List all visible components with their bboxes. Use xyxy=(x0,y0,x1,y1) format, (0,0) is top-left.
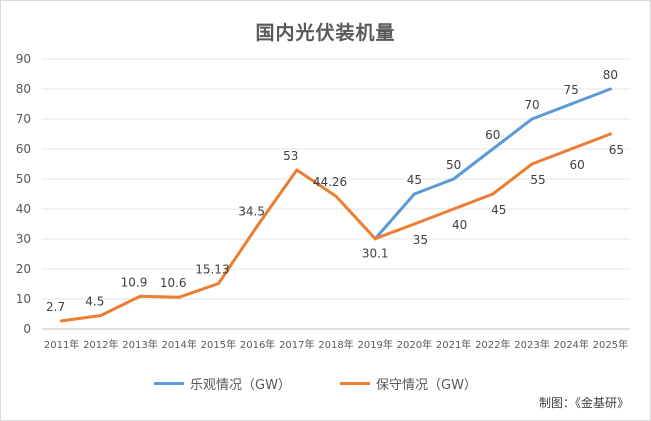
x-tick-label: 2014年 xyxy=(161,338,196,351)
data-point xyxy=(569,147,573,151)
chart-title: 国内光伏装机量 xyxy=(255,22,396,44)
data-label: 50 xyxy=(446,158,461,172)
y-tick-label: 20 xyxy=(16,262,31,276)
y-axis-ticks: 0 10 20 30 40 50 60 70 80 90 xyxy=(16,52,31,336)
data-label: 30.1 xyxy=(362,247,389,261)
legend-item-conservative: 保守情况（GW） xyxy=(340,374,477,393)
x-tick-label: 2017年 xyxy=(279,338,314,351)
y-tick-label: 60 xyxy=(16,142,31,156)
data-label: 65 xyxy=(609,143,624,157)
data-point xyxy=(256,224,260,227)
legend-item-optimistic: 乐观情况（GW） xyxy=(154,374,291,393)
y-tick-label: 50 xyxy=(16,172,31,186)
data-point xyxy=(569,102,573,106)
data-label: 60 xyxy=(570,158,585,172)
data-point xyxy=(530,162,534,166)
data-point xyxy=(491,147,495,151)
data-label: 10.9 xyxy=(121,275,148,289)
data-label: 55 xyxy=(530,173,545,187)
data-label: 4.5 xyxy=(85,295,104,309)
x-tick-label: 2022年 xyxy=(475,338,510,351)
source-credit: 制图：《金基研》 xyxy=(538,396,629,410)
x-tick-label: 2019年 xyxy=(357,338,392,351)
legend-label-optimistic: 乐观情况（GW） xyxy=(190,378,291,393)
legend-swatch-optimistic xyxy=(154,382,184,385)
data-point xyxy=(373,237,377,241)
data-label: 53 xyxy=(283,149,298,163)
data-labels: 45 50 60 70 75 80 2.7 4.5 10.9 10.6 15.13 34.5 53 44.… xyxy=(46,68,624,314)
y-tick-label: 40 xyxy=(16,202,31,216)
data-label: 80 xyxy=(603,68,618,82)
x-tick-label: 2020年 xyxy=(397,338,432,351)
data-label: 40 xyxy=(452,218,467,232)
data-point xyxy=(452,177,456,181)
x-tick-label: 2015年 xyxy=(201,338,236,351)
data-point xyxy=(412,222,416,226)
x-tick-label: 2011年 xyxy=(44,338,79,351)
series-lines xyxy=(60,87,612,323)
data-label: 75 xyxy=(564,83,579,97)
data-label: 60 xyxy=(485,128,500,142)
x-tick-label: 2025年 xyxy=(593,338,628,351)
data-label: 2.7 xyxy=(46,300,65,314)
data-label: 34.5 xyxy=(238,205,265,219)
data-point xyxy=(491,192,495,196)
data-point xyxy=(530,117,534,121)
chart-legend: 乐观情况（GW） 保守情况（GW） xyxy=(0,374,651,393)
data-label: 70 xyxy=(524,98,539,112)
x-tick-label: 2018年 xyxy=(318,338,353,351)
x-tick-label: 2023年 xyxy=(514,338,549,351)
data-point xyxy=(216,282,220,286)
x-tick-label: 2012年 xyxy=(83,338,118,351)
data-point xyxy=(334,194,338,198)
y-tick-label: 0 xyxy=(23,322,31,336)
x-tick-label: 2021年 xyxy=(436,338,471,351)
data-point xyxy=(452,207,456,211)
data-label: 45 xyxy=(491,203,506,217)
legend-label-conservative: 保守情况（GW） xyxy=(376,378,477,393)
data-label: 10.6 xyxy=(160,276,187,290)
legend-swatch-conservative xyxy=(340,382,370,385)
x-tick-label: 2013年 xyxy=(122,338,157,351)
data-point xyxy=(608,132,612,136)
y-tick-label: 30 xyxy=(16,232,31,246)
data-label: 45 xyxy=(407,173,422,187)
data-label: 15.13 xyxy=(195,263,229,277)
x-tick-label: 2016年 xyxy=(240,338,275,351)
data-label: 44.26 xyxy=(313,175,347,189)
data-point xyxy=(177,295,181,299)
series-line-conservative xyxy=(60,132,612,323)
y-tick-label: 90 xyxy=(16,52,31,66)
y-tick-label: 10 xyxy=(16,292,31,306)
data-label: 35 xyxy=(413,233,428,247)
data-point xyxy=(412,192,416,196)
data-point xyxy=(295,168,299,172)
data-point xyxy=(60,319,64,323)
data-point xyxy=(99,314,103,317)
x-tick-label: 2024年 xyxy=(553,338,588,351)
data-point xyxy=(138,294,142,298)
y-tick-label: 70 xyxy=(16,112,31,126)
x-axis-ticks: 2011年 2012年 2013年 2014年 2015年 2016年 2017年 2018年… xyxy=(44,338,628,351)
y-tick-label: 80 xyxy=(16,82,31,96)
data-point xyxy=(608,87,612,91)
